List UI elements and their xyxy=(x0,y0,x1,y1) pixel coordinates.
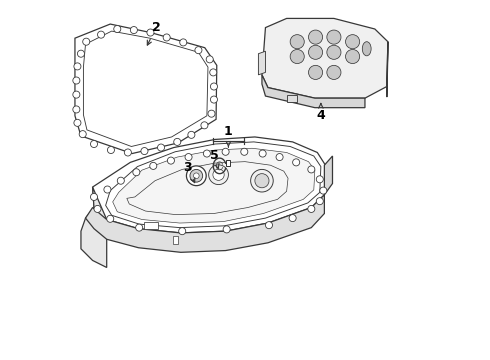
Circle shape xyxy=(251,170,273,192)
Circle shape xyxy=(222,148,229,155)
Polygon shape xyxy=(287,95,297,102)
Circle shape xyxy=(290,35,304,49)
Circle shape xyxy=(130,27,137,33)
Circle shape xyxy=(124,149,131,156)
Text: 4: 4 xyxy=(317,103,325,122)
Circle shape xyxy=(114,26,121,32)
Circle shape xyxy=(94,206,101,212)
Circle shape xyxy=(185,154,192,161)
Circle shape xyxy=(195,47,202,54)
Circle shape xyxy=(259,150,266,157)
Circle shape xyxy=(194,173,199,179)
Circle shape xyxy=(77,50,84,57)
Circle shape xyxy=(206,56,213,63)
Circle shape xyxy=(293,159,300,166)
Circle shape xyxy=(74,119,81,126)
Polygon shape xyxy=(258,51,266,75)
Polygon shape xyxy=(387,42,388,97)
Circle shape xyxy=(309,45,322,59)
Circle shape xyxy=(208,110,215,117)
Circle shape xyxy=(74,63,81,70)
Circle shape xyxy=(91,193,98,201)
Polygon shape xyxy=(262,75,365,108)
Circle shape xyxy=(107,147,115,154)
Circle shape xyxy=(190,170,203,182)
Circle shape xyxy=(210,83,218,90)
Text: 1: 1 xyxy=(224,125,233,138)
Polygon shape xyxy=(113,148,315,223)
Circle shape xyxy=(327,45,341,59)
Polygon shape xyxy=(262,18,388,98)
Circle shape xyxy=(117,177,124,184)
Circle shape xyxy=(163,34,170,41)
Circle shape xyxy=(83,38,90,45)
Circle shape xyxy=(179,228,186,235)
Circle shape xyxy=(290,49,304,64)
Polygon shape xyxy=(86,195,324,252)
Circle shape xyxy=(316,198,323,205)
Circle shape xyxy=(188,131,195,138)
Circle shape xyxy=(79,131,86,138)
Circle shape xyxy=(203,150,210,157)
Circle shape xyxy=(345,35,360,49)
Circle shape xyxy=(309,66,322,80)
Circle shape xyxy=(213,169,224,180)
Circle shape xyxy=(327,66,341,80)
Circle shape xyxy=(136,224,143,231)
Circle shape xyxy=(133,169,140,176)
Polygon shape xyxy=(93,137,325,233)
Circle shape xyxy=(309,30,322,44)
Circle shape xyxy=(104,186,111,193)
Circle shape xyxy=(320,187,327,194)
Circle shape xyxy=(327,30,341,44)
Circle shape xyxy=(276,154,283,161)
Circle shape xyxy=(210,96,218,103)
Polygon shape xyxy=(145,222,157,229)
Circle shape xyxy=(91,140,98,148)
Polygon shape xyxy=(226,159,230,166)
Circle shape xyxy=(210,69,217,76)
Circle shape xyxy=(180,39,187,46)
Polygon shape xyxy=(81,187,107,267)
Circle shape xyxy=(73,77,80,84)
Circle shape xyxy=(107,215,114,222)
Circle shape xyxy=(186,166,206,186)
Circle shape xyxy=(157,144,165,151)
Circle shape xyxy=(316,176,323,183)
Polygon shape xyxy=(172,237,178,243)
Circle shape xyxy=(150,162,157,170)
Circle shape xyxy=(168,157,174,164)
Polygon shape xyxy=(75,24,217,154)
Circle shape xyxy=(73,106,80,113)
Circle shape xyxy=(255,174,269,188)
Circle shape xyxy=(345,49,360,64)
Circle shape xyxy=(241,148,248,155)
Circle shape xyxy=(73,91,80,98)
Text: 3: 3 xyxy=(184,161,195,183)
Circle shape xyxy=(308,206,315,212)
Circle shape xyxy=(174,138,181,145)
Text: 5: 5 xyxy=(210,149,219,168)
Circle shape xyxy=(308,166,315,173)
Polygon shape xyxy=(324,156,333,195)
Circle shape xyxy=(223,226,230,233)
Circle shape xyxy=(147,29,154,36)
Circle shape xyxy=(209,165,228,185)
Ellipse shape xyxy=(362,42,371,56)
Circle shape xyxy=(98,31,104,38)
Circle shape xyxy=(201,122,208,129)
Circle shape xyxy=(266,222,272,229)
Circle shape xyxy=(289,215,296,222)
Circle shape xyxy=(141,148,148,154)
Text: 2: 2 xyxy=(147,21,160,45)
